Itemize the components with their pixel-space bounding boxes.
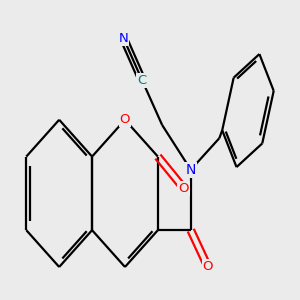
Text: C: C (137, 74, 147, 87)
Text: O: O (178, 182, 189, 195)
Text: N: N (186, 163, 196, 177)
Text: O: O (203, 260, 213, 274)
Text: O: O (120, 113, 130, 126)
Text: N: N (119, 32, 128, 45)
